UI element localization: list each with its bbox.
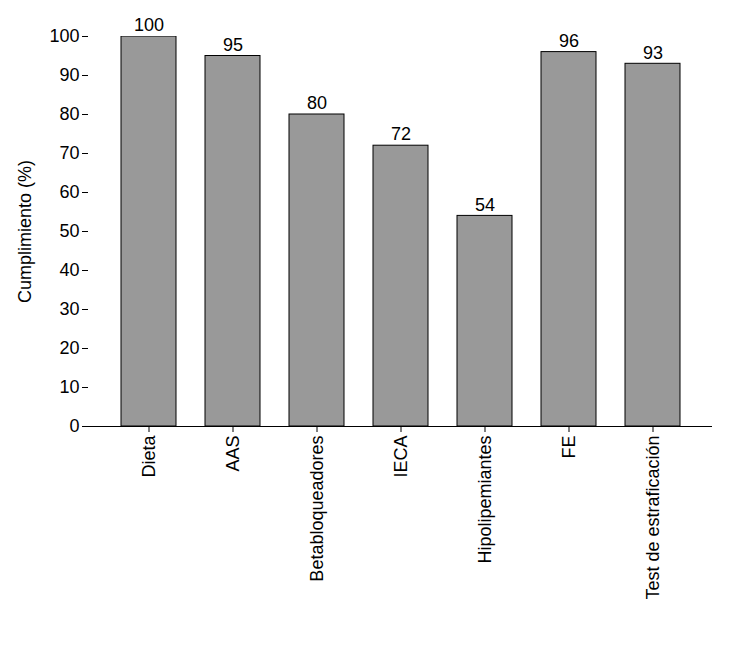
svg-text:95: 95 (223, 35, 243, 55)
svg-text:20: 20 (59, 338, 79, 358)
svg-text:93: 93 (643, 43, 663, 63)
svg-text:54: 54 (475, 195, 495, 215)
svg-text:96: 96 (559, 31, 579, 51)
svg-text:IECA: IECA (391, 436, 411, 478)
svg-text:80: 80 (307, 93, 327, 113)
svg-text:0: 0 (69, 416, 79, 436)
svg-text:Dieta: Dieta (139, 435, 159, 478)
svg-text:72: 72 (391, 124, 411, 144)
svg-text:80: 80 (59, 104, 79, 124)
svg-text:70: 70 (59, 143, 79, 163)
svg-text:100: 100 (49, 26, 79, 46)
svg-text:Cumplimiento (%): Cumplimiento (%) (15, 160, 35, 303)
svg-text:30: 30 (59, 299, 79, 319)
svg-text:FE: FE (559, 436, 579, 459)
svg-text:60: 60 (59, 182, 79, 202)
svg-text:90: 90 (59, 65, 79, 85)
svg-text:Test de estraficación: Test de estraficación (643, 436, 663, 600)
svg-text:Betabloqueadores: Betabloqueadores (307, 436, 327, 582)
svg-text:50: 50 (59, 221, 79, 241)
svg-text:Hipolipemiantes: Hipolipemiantes (475, 436, 495, 564)
svg-text:10: 10 (59, 377, 79, 397)
svg-text:40: 40 (59, 260, 79, 280)
svg-text:AAS: AAS (223, 436, 243, 472)
svg-text:100: 100 (134, 15, 164, 35)
